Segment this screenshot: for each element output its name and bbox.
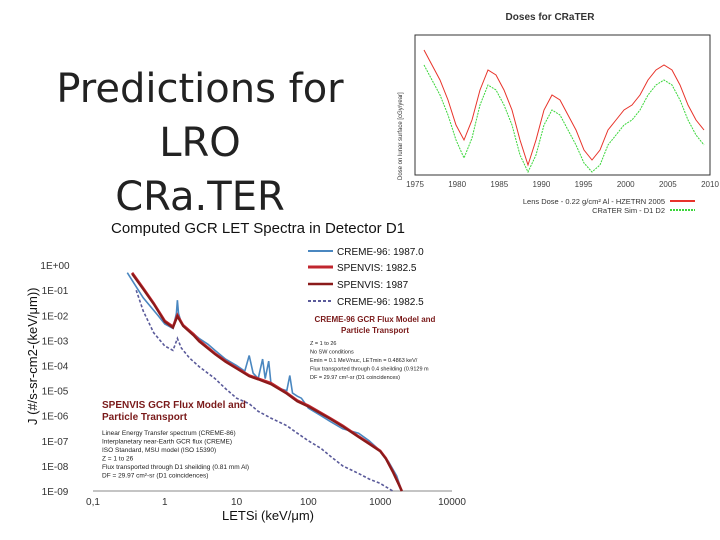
x-tick-label: 1: [162, 497, 168, 508]
creme-annotation-lines: Z = 1 to 26 No SW conditions Emin = 0.1 Me…: [310, 341, 429, 381]
y-tick-label: 1E-07: [42, 437, 69, 448]
y-tick-label: 1E+00: [40, 261, 70, 272]
legend-label: SPENVIS: 1982.5: [337, 263, 417, 274]
inset-legend-red: Lens Dose - 0.22 g/cm² Al - HZETRN 2005: [523, 197, 665, 206]
spenvis-annotation-lines: Linear Energy Transfer spectrum (CREME-8…: [102, 430, 249, 480]
series-line-0: [126, 272, 403, 492]
x-tick-label: 10000: [438, 497, 466, 508]
creme-annotation-title: CREME-96 GCR Flux Model and Particle Tran…: [315, 315, 436, 335]
let-spectrum-chart: Computed GCR LET Spectra in Detector D1 …: [25, 220, 466, 523]
inset-x-tick: 2005: [659, 180, 677, 189]
x-tick-label: 100: [300, 497, 317, 508]
y-axis-label: J (#/s-sr-cm2-(keV/μm)): [25, 288, 40, 425]
inset-x-tick: 1980: [448, 180, 466, 189]
series-lines: [126, 271, 403, 492]
x-tick-labels: 0,1 1 10 100 1000 10000: [86, 497, 466, 508]
spenvis-annotation-line: DF = 29.97 cm²-sr (D1 coincidences): [102, 473, 208, 480]
spenvis-annotation-line: ISO Standard, MSU model (ISO 15390): [102, 447, 216, 454]
y-tick-label: 1E-05: [42, 387, 69, 398]
x-axis-label: LETSi (keV/μm): [222, 508, 314, 523]
y-tick-label: 1E-08: [42, 462, 69, 473]
spenvis-annotation-line: Linear Energy Transfer spectrum (CREME-8…: [102, 430, 236, 437]
inset-x-tick: 1995: [575, 180, 593, 189]
legend-label: CREME-96: 1987.0: [337, 247, 424, 258]
y-tick-label: 1E-09: [42, 487, 69, 498]
creme-annotation-line: No SW conditions: [310, 350, 354, 356]
inset-x-tick: 1975: [406, 180, 424, 189]
y-tick-label: 1E-02: [42, 311, 69, 322]
legend-label: SPENVIS: 1987: [337, 280, 409, 291]
y-tick-label: 1E-01: [42, 286, 69, 297]
inset-x-tick: 2010: [701, 180, 719, 189]
y-tick-labels: 1E-09 1E-08 1E-07 1E-06 1E-05 1E-04 1E-03 1E-02…: [40, 261, 70, 498]
legend-label: CREME-96: 1982.5: [337, 297, 424, 308]
creme-annotation-line: DF = 29.97 cm²-sr (D1 coincidences): [310, 375, 400, 381]
inset-green-series: [423, 64, 705, 174]
chart-title: Computed GCR LET Spectra in Detector D1: [111, 220, 405, 237]
spenvis-annotation-title: SPENVIS GCR Flux Model and Particle Trans…: [102, 400, 246, 423]
inset-legend-green: CRaTER Sim - D1 D2: [592, 206, 665, 215]
x-tick-label: 10: [231, 497, 243, 508]
x-tick-label: 0,1: [86, 497, 100, 508]
creme-annotation-line: Z = 1 to 26: [310, 341, 336, 347]
inset-x-tick: 1985: [490, 180, 508, 189]
inset-title: Doses for CRaTER: [506, 12, 596, 23]
spenvis-annotation-line: Interplanetary near-Earth GCR flux (CREM…: [102, 439, 232, 446]
y-tick-label: 1E-04: [42, 362, 69, 373]
spenvis-annotation-line: Z = 1 to 26: [102, 456, 134, 463]
inset-x-tick: 2000: [617, 180, 635, 189]
legend: CREME-96: 1987.0 SPENVIS: 1982.5 SPENVIS: …: [308, 247, 424, 308]
inset-ylabel: Dose on lunar surface [cGy/year]: [398, 92, 404, 180]
title-line-2: CRa.TER: [115, 174, 285, 220]
inset-red-series: [423, 49, 705, 167]
y-tick-label: 1E-06: [42, 412, 69, 423]
series-line-2: [131, 273, 403, 492]
x-tick-label: 1000: [369, 497, 392, 508]
inset-x-tick: 1990: [533, 180, 551, 189]
y-tick-label: 1E-03: [42, 336, 69, 347]
dose-inset-chart: Doses for CRaTER Dose on lunar surface […: [398, 12, 719, 215]
series-line-3: [135, 289, 394, 492]
slide-title: Predictions for LRO CRa.TER: [10, 62, 390, 224]
spenvis-annotation-line: Flux transported through D1 sheilding (0…: [102, 464, 249, 471]
creme-annotation-line: Flux transported through 0.4 sheilding (…: [310, 367, 429, 373]
creme-annotation-line: Emin = 0.1 MeV/nuc, LETmin = 0.4863 keV/: [310, 358, 418, 364]
title-line-1: Predictions for LRO: [56, 66, 344, 166]
inset-xticks: 1975 1980 1985 1990 1995 2000 2005 2010: [406, 180, 719, 189]
